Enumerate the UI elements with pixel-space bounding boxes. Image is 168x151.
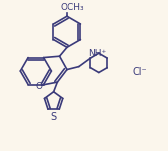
Text: O: O [36, 82, 43, 91]
Text: Cl⁻: Cl⁻ [132, 67, 147, 77]
Text: S: S [51, 112, 57, 122]
Text: OCH₃: OCH₃ [60, 3, 84, 12]
Text: NH⁺: NH⁺ [88, 50, 106, 58]
